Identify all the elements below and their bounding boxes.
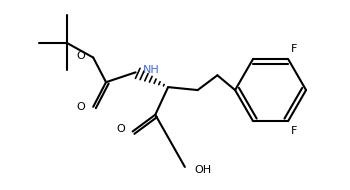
Text: O: O [77, 51, 85, 61]
Text: F: F [291, 126, 298, 136]
Text: NH: NH [142, 65, 159, 75]
Text: O: O [116, 124, 125, 135]
Text: O: O [77, 102, 85, 112]
Text: F: F [291, 44, 298, 54]
Text: OH: OH [195, 165, 212, 175]
